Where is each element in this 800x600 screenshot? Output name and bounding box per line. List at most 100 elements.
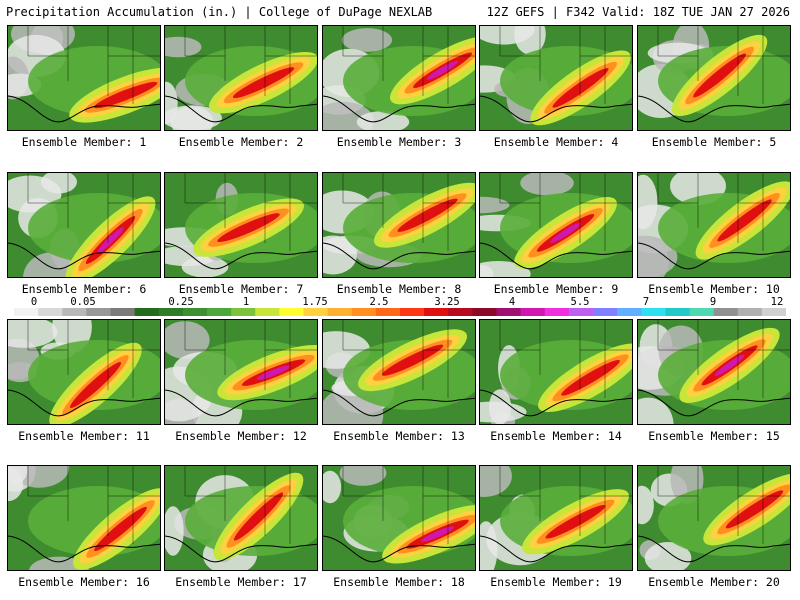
ensemble-member-map [322,465,476,571]
precip-map-image [638,466,790,570]
color-scale-swatch [544,308,570,316]
ensemble-member-map [637,465,791,571]
color-scale-label: 5.5 [570,296,590,308]
ensemble-member-caption: Ensemble Member: 8 [336,282,462,296]
color-scale-swatch [351,308,377,316]
ensemble-member-caption: Ensemble Member: 12 [175,429,307,443]
color-scale-label: 0 [30,296,38,308]
ensemble-member-map [479,319,633,425]
color-scale-swatch [14,308,39,316]
ensemble-member-caption: Ensemble Member: 10 [648,282,780,296]
ensemble-member-caption: Ensemble Member: 17 [175,575,307,589]
precip-map-image [323,173,475,277]
color-scale-swatch [400,308,425,316]
color-scale-label: 7 [642,296,650,308]
color-scale-label: 4 [508,296,516,308]
ensemble-member-caption: Ensemble Member: 2 [178,135,304,149]
color-scale-swatch [375,308,401,316]
color-scale-swatch [134,308,160,316]
ensemble-member-caption: Ensemble Member: 14 [490,429,622,443]
ensemble-member-caption: Ensemble Member: 3 [336,135,462,149]
precip-map-image [480,320,632,424]
color-scale-bar [14,308,786,316]
color-scale-label: 0.25 [168,296,194,308]
color-scale-swatch [496,308,522,316]
precip-map-image [165,466,317,570]
color-scale-label: 1.75 [302,296,328,308]
ensemble-member-map [479,172,633,278]
precip-map-image [323,466,475,570]
precip-map-image [8,320,160,424]
precip-map-image [480,173,632,277]
color-scale-swatch [207,308,232,316]
color-scale-swatch [593,308,618,316]
color-scale-swatch [713,308,739,316]
precip-map-image [8,26,160,130]
ensemble-member-map [322,172,476,278]
precip-map-image [165,173,317,277]
color-scale-swatch [38,308,63,316]
precip-map-image [480,466,632,570]
color-scale-label: 0.05 [70,296,96,308]
color-scale-swatch [279,308,304,316]
color-scale-swatch [424,308,449,316]
ensemble-member-caption: Ensemble Member: 19 [490,575,622,589]
color-scale-swatch [86,308,111,316]
color-scale-swatch [158,308,184,316]
color-scale-swatch [665,308,690,316]
color-scale-swatch [110,308,136,316]
color-scale-swatch [231,308,256,316]
ensemble-member-map [7,319,161,425]
ensemble-member-caption: Ensemble Member: 9 [493,282,619,296]
ensemble-member-caption: Ensemble Member: 18 [333,575,465,589]
color-scale-swatch [520,308,546,316]
map-title: Precipitation Accumulation (in.) | Colle… [6,5,433,19]
ensemble-member-map [164,25,318,131]
ensemble-member-map [637,172,791,278]
color-scale-swatch [761,308,786,316]
color-scale-swatch [472,308,497,316]
ensemble-member-map [479,465,633,571]
model-valid-time: 12Z GEFS | F342 Valid: 18Z TUE JAN 27 20… [486,5,790,19]
precip-map-image [480,26,632,130]
color-scale-swatch [303,308,329,316]
ensemble-member-map [7,25,161,131]
precip-map-image [165,26,317,130]
precip-map-image [638,320,790,424]
precip-map-image [638,26,790,130]
ensemble-member-caption: Ensemble Member: 15 [648,429,780,443]
color-scale-label: 2.5 [369,296,389,308]
ensemble-member-map [164,465,318,571]
ensemble-member-caption: Ensemble Member: 5 [651,135,777,149]
color-scale-swatch [327,308,353,316]
color-scale-label: 12 [770,296,784,308]
color-scale-swatch [62,308,87,316]
ensemble-member-map [637,319,791,425]
color-scale-swatch [255,308,280,316]
precip-map-image [8,173,160,277]
precip-map-image [165,320,317,424]
color-scale-label: 3.25 [434,296,460,308]
ensemble-member-caption: Ensemble Member: 7 [178,282,304,296]
precip-map-image [323,320,475,424]
ensemble-member-map [322,319,476,425]
ensemble-member-map [164,319,318,425]
ensemble-member-map [7,172,161,278]
ensemble-member-map [479,25,633,131]
ensemble-member-caption: Ensemble Member: 6 [21,282,147,296]
color-scale-swatch [617,308,642,316]
color-scale-swatch [568,308,594,316]
ensemble-member-caption: Ensemble Member: 4 [493,135,619,149]
ensemble-member-map [164,172,318,278]
ensemble-member-caption: Ensemble Member: 1 [21,135,147,149]
precip-map-image [638,173,790,277]
ensemble-member-map [7,465,161,571]
color-scale-swatch [182,308,208,316]
ensemble-member-map [322,25,476,131]
ensemble-member-caption: Ensemble Member: 13 [333,429,465,443]
precip-map-image [323,26,475,130]
color-scale-swatch [737,308,763,316]
ensemble-member-caption: Ensemble Member: 20 [648,575,780,589]
precip-map-image [8,466,160,570]
color-scale-swatch [448,308,473,316]
